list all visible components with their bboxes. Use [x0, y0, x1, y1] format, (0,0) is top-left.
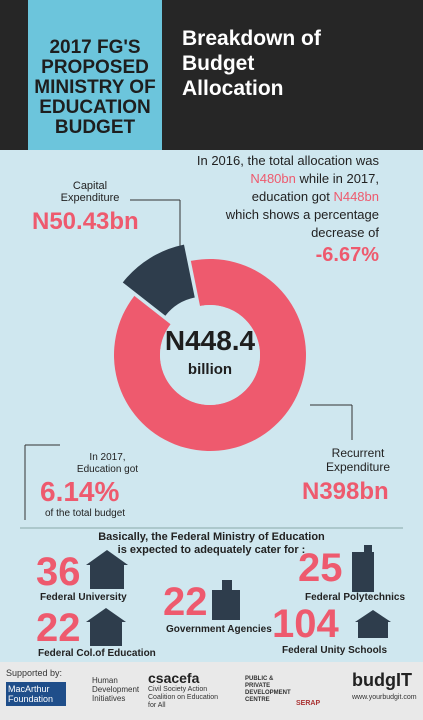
sponsor: MacArthur Foundation: [6, 682, 66, 706]
sponsor: Human Development Initiatives: [92, 676, 140, 703]
intro-text: decrease of: [311, 225, 379, 240]
share-line: Education got: [76, 464, 139, 475]
item-label: Government Agencies: [166, 624, 272, 635]
count: 36: [36, 550, 81, 594]
item-label: Federal University: [40, 592, 127, 603]
share-note: of the total budget: [45, 508, 126, 519]
sponsor: SERAP: [296, 700, 321, 707]
recurrent-label: Recurrent Expenditure: [325, 446, 391, 474]
count: 22: [36, 606, 81, 650]
donut-slice: [122, 244, 195, 316]
capital-label: Capital Expenditure: [60, 180, 120, 204]
intro-line: Basically, the Federal Ministry of Educa…: [98, 531, 325, 543]
sponsor: PUBLIC & PRIVATE DEVELOPMENT CENTRE: [245, 676, 291, 703]
intro-highlight: N448bn: [333, 189, 379, 204]
supported-by: Supported by:: [6, 668, 63, 678]
intro: In 2016, the total allocation was N480bn…: [159, 152, 379, 268]
capital-value: N50.43bn: [32, 208, 139, 235]
intro-text: which shows a percentage: [225, 207, 379, 222]
icons: [86, 545, 391, 646]
count: 22: [163, 580, 208, 624]
item-label: Federal Col.of Education: [38, 648, 156, 659]
center-unit: billion: [188, 361, 232, 378]
recurrent-value: N398bn: [302, 478, 389, 505]
sponsor: budgIT: [352, 670, 412, 690]
intro-text: education got: [251, 189, 330, 204]
share-value: 6.14%: [40, 476, 120, 507]
institutions-intro: Basically, the Federal Ministry of Educa…: [0, 531, 423, 557]
count: 104: [272, 602, 339, 646]
donut-hole: [160, 305, 260, 405]
subtitle: Breakdown of Budget Allocation: [182, 27, 321, 100]
item-label: Federal Polytechnics: [305, 592, 406, 603]
title: 2017 FG'S PROPOSED MINISTRY OF EDUCATION…: [34, 37, 156, 138]
intro-line: is expected to adequately cater for :: [117, 544, 306, 556]
center-value: N448.4: [165, 325, 256, 356]
share-line: In 2017,: [89, 452, 126, 463]
donut-slice: [113, 259, 306, 451]
title-banner: [28, 0, 162, 150]
intro-text: In 2016, the total allocation was: [196, 153, 379, 168]
share-text: In 2017, Education got: [60, 452, 155, 476]
intro-highlight: N480bn: [250, 171, 296, 186]
footer: [0, 662, 423, 720]
item-label: Federal Unity Schools: [282, 645, 388, 656]
sponsor: Civil Society Action Coalition on Educat…: [148, 686, 219, 709]
sponsor: www.yourbudgit.com: [352, 694, 417, 701]
intro-highlight: -6.67%: [315, 244, 379, 266]
sponsor: csacefa: [148, 670, 200, 686]
intro-text: while in 2017,: [299, 171, 380, 186]
count: 25: [298, 546, 343, 590]
